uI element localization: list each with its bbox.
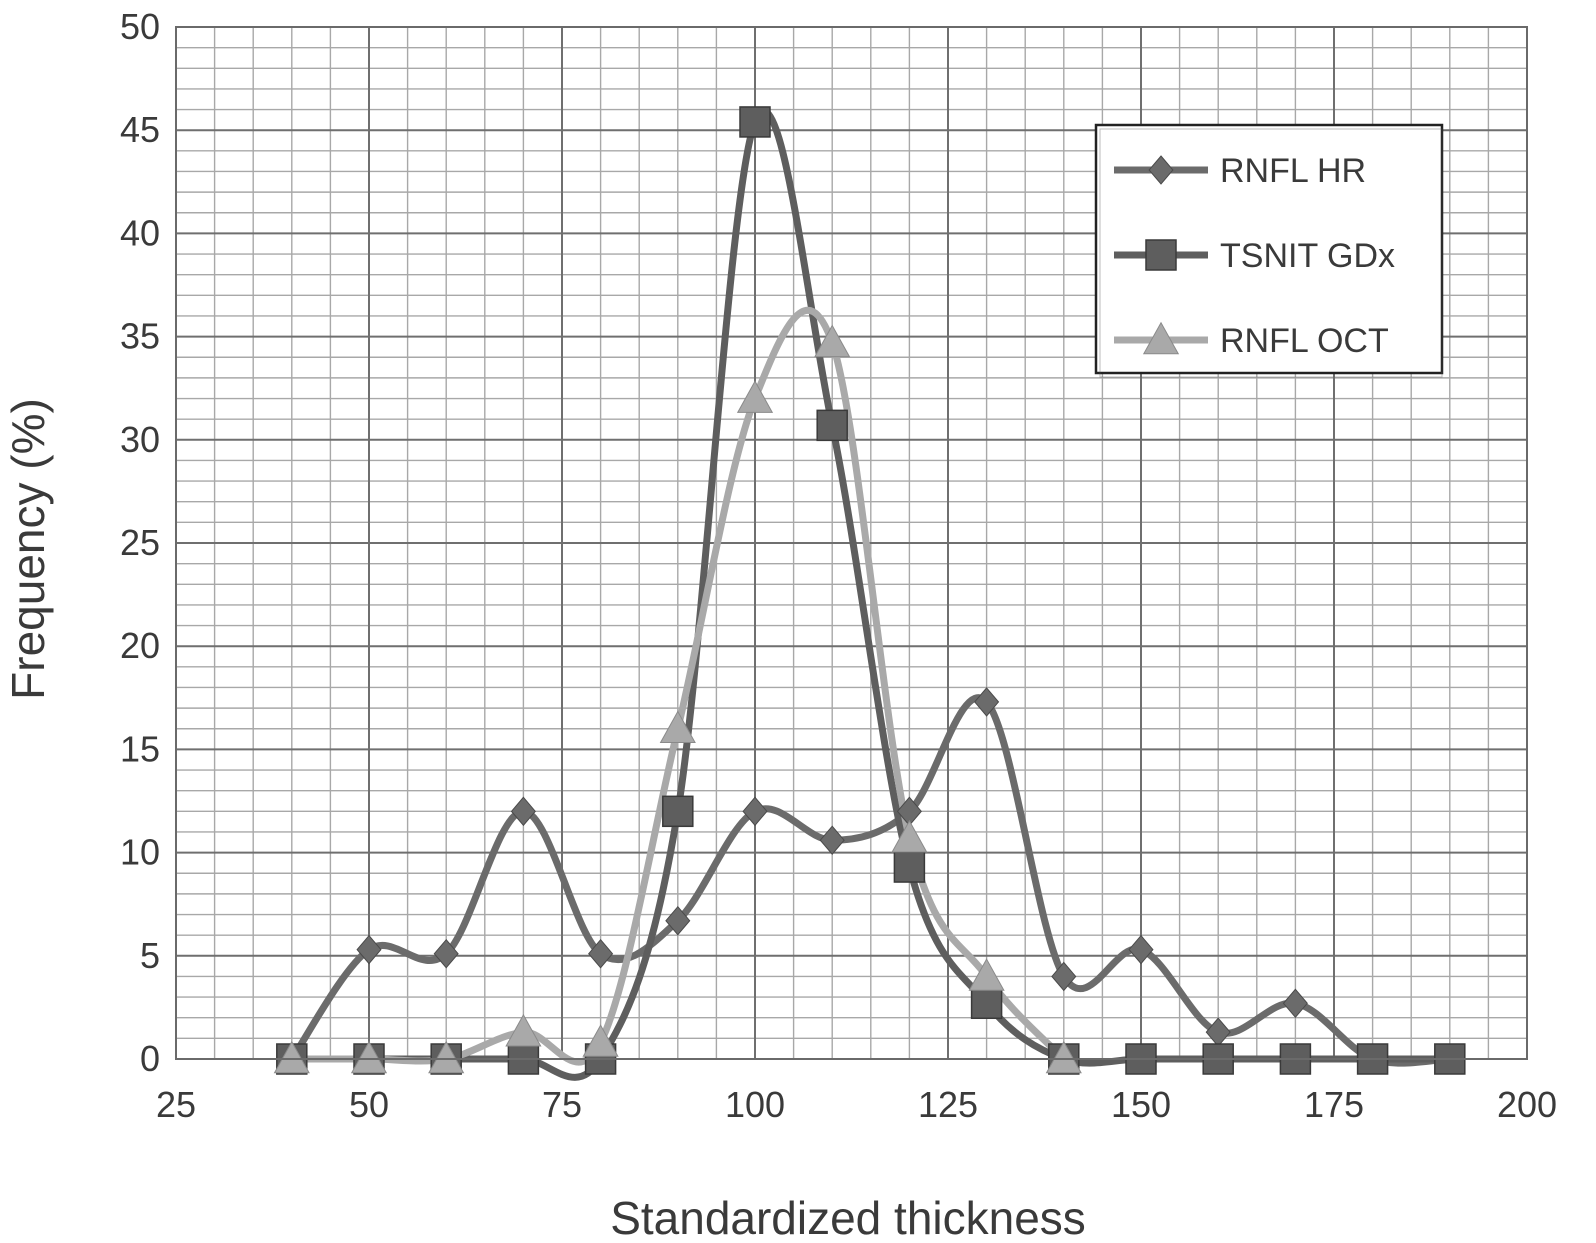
legend-marker: [1148, 155, 1174, 185]
data-point-rnfl-oct: [814, 324, 851, 358]
y-tick-label: 50: [120, 6, 160, 47]
data-point-rnfl-oct: [273, 1040, 310, 1074]
x-axis-tick-labels: 25 50 75 100 125 150 175 200: [156, 1084, 1557, 1125]
legend-label: RNFL HR: [1220, 152, 1366, 190]
data-point-tsnit-gdx: [662, 795, 694, 828]
legend-item-rnfl-oct: RNFL OCT: [1114, 321, 1389, 360]
data-point-rnfl-oct: [659, 710, 696, 744]
plot-area-border: [175, 26, 1528, 1060]
legend: RNFL HR TSNIT GDx RNFL OCT: [1094, 123, 1444, 378]
data-point-rnfl-hr: [1205, 1017, 1231, 1047]
data-point-rnfl-oct: [428, 1040, 465, 1074]
x-tick-label: 75: [542, 1084, 582, 1125]
data-point-rnfl-hr: [665, 905, 691, 936]
y-axis-title: Frequency (%): [2, 398, 54, 700]
y-tick-label: 25: [120, 522, 160, 563]
data-point-tsnit-gdx: [970, 987, 1003, 1020]
x-tick-label: 150: [1111, 1084, 1171, 1125]
data-point-rnfl-oct: [1045, 1040, 1082, 1074]
legend-marker: [1142, 321, 1180, 355]
x-tick-label: 25: [156, 1084, 196, 1125]
y-axis-tick-labels: 0 5 10 15 20 25 30 35 40 45 50: [120, 6, 160, 1079]
data-point-rnfl-hr: [1282, 988, 1308, 1019]
data-point-rnfl-hr: [819, 825, 845, 855]
y-tick-label: 40: [120, 212, 160, 253]
x-tick-label: 100: [725, 1084, 785, 1125]
data-point-rnfl-oct: [582, 1024, 619, 1057]
x-tick-label: 50: [349, 1084, 389, 1125]
data-point-tsnit-gdx: [739, 106, 771, 138]
x-axis-title: Standardized thickness: [610, 1192, 1086, 1243]
data-point-rnfl-oct: [505, 1013, 542, 1047]
data-point-rnfl-hr: [510, 796, 536, 827]
y-tick-label: 0: [140, 1038, 160, 1079]
data-point-rnfl-hr: [974, 687, 1000, 717]
data-point-rnfl-hr: [433, 938, 459, 969]
y-tick-label: 30: [120, 419, 160, 460]
data-point-rnfl-hr: [588, 938, 614, 969]
x-tick-label: 200: [1497, 1084, 1557, 1125]
x-tick-label: 175: [1304, 1084, 1364, 1125]
legend-item-rnfl-hr: RNFL HR: [1114, 152, 1366, 190]
data-point-rnfl-hr: [1128, 934, 1154, 965]
data-point-tsnit-gdx: [816, 409, 848, 442]
data-point-tsnit-gdx: [893, 851, 926, 883]
data-point-rnfl-oct: [968, 958, 1005, 991]
data-point-rnfl-oct: [350, 1040, 388, 1074]
data-point-rnfl-hr: [742, 796, 768, 827]
legend-label: TSNIT GDx: [1220, 237, 1395, 275]
y-tick-label: 15: [120, 728, 160, 769]
data-point-rnfl-hr: [356, 934, 382, 965]
legend-item-tsnit-gdx: TSNIT GDx: [1114, 237, 1395, 275]
legend-marker: [1145, 239, 1177, 271]
y-tick-label: 45: [120, 109, 160, 150]
x-tick-label: 125: [918, 1084, 978, 1125]
y-tick-label: 10: [120, 832, 160, 873]
legend-label: RNFL OCT: [1220, 322, 1389, 360]
y-tick-label: 5: [140, 935, 160, 976]
y-tick-label: 20: [120, 625, 160, 666]
y-tick-label: 35: [120, 316, 160, 357]
data-point-rnfl-hr: [1051, 961, 1077, 992]
data-point-rnfl-oct: [891, 819, 928, 853]
data-point-rnfl-oct: [736, 380, 774, 413]
